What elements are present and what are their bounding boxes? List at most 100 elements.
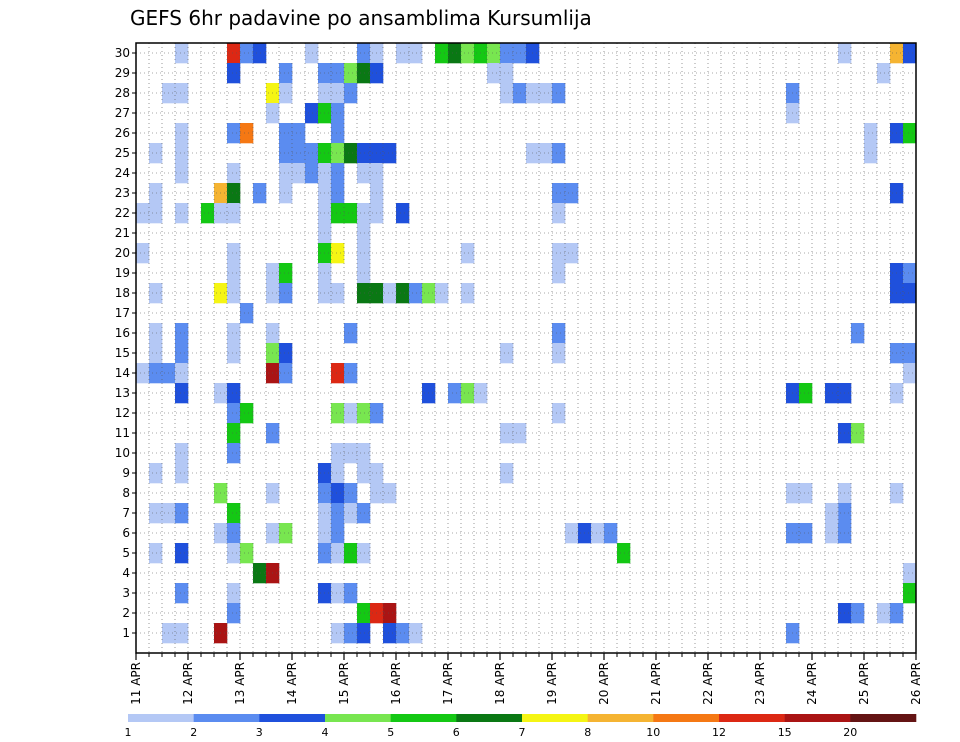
heatmap-cell — [331, 283, 345, 304]
heatmap-cell — [552, 323, 566, 344]
heatmap-cell — [292, 163, 306, 184]
heatmap-cell — [448, 43, 462, 64]
heatmap-cell — [903, 283, 917, 304]
heatmap-cell — [461, 283, 475, 304]
heatmap-cell — [279, 143, 293, 164]
x-tick-label: 23 APR — [753, 662, 767, 705]
heatmap-cell — [357, 243, 371, 264]
heatmap-cell — [552, 203, 566, 224]
x-tick-label: 11 APR — [129, 662, 143, 705]
y-tick-label: 16 — [115, 326, 130, 340]
heatmap-cell — [227, 543, 241, 564]
heatmap-cell — [175, 123, 189, 144]
heatmap-cell — [240, 43, 254, 64]
heatmap-cell — [357, 603, 371, 624]
y-tick-label: 9 — [122, 466, 130, 480]
heatmap-cell — [279, 363, 293, 384]
colorbar-swatch — [587, 714, 654, 722]
heatmap-cell — [383, 603, 397, 624]
heatmap-cell — [396, 43, 410, 64]
heatmap-cell — [825, 523, 839, 544]
heatmap-cell — [799, 523, 813, 544]
heatmap-cell — [149, 183, 163, 204]
colorbar-label: 5 — [387, 726, 394, 739]
x-tick-label: 12 APR — [181, 662, 195, 705]
y-tick-label: 20 — [115, 246, 130, 260]
heatmap-cell — [292, 123, 306, 144]
x-tick-label: 16 APR — [389, 662, 403, 705]
heatmap-cell — [357, 543, 371, 564]
y-tick-label: 18 — [115, 286, 130, 300]
heatmap-cell — [279, 283, 293, 304]
heatmap-cell — [396, 283, 410, 304]
heatmap-cell — [227, 243, 241, 264]
y-tick-label: 1 — [122, 626, 130, 640]
heatmap-cell — [227, 403, 241, 424]
heatmap-cell — [175, 443, 189, 464]
heatmap-cell — [409, 283, 423, 304]
heatmap-cell — [227, 603, 241, 624]
heatmap-cell — [136, 243, 150, 264]
heatmap-cell — [500, 83, 514, 104]
heatmap-cell — [513, 43, 527, 64]
heatmap-cell — [331, 583, 345, 604]
heatmap-cell — [565, 243, 579, 264]
y-tick-label: 22 — [115, 206, 130, 220]
heatmap-cell — [279, 523, 293, 544]
heatmap-cell — [552, 143, 566, 164]
y-tick-label: 12 — [115, 406, 130, 420]
y-tick-label: 13 — [115, 386, 130, 400]
heatmap-cell — [227, 123, 241, 144]
heatmap-cell — [877, 603, 891, 624]
heatmap-cell — [136, 363, 150, 384]
heatmap-cell — [357, 263, 371, 284]
heatmap-cell — [344, 503, 358, 524]
heatmap-cell — [240, 403, 254, 424]
colorbar: 1 2 3 4 5 6 7 8 10 12 15 20 — [125, 714, 917, 739]
heatmap-cell — [552, 263, 566, 284]
heatmap-cell — [799, 483, 813, 504]
heatmap-cell — [565, 523, 579, 544]
colorbar-swatch — [128, 714, 194, 722]
colorbar-label: 8 — [584, 726, 591, 739]
heatmap-cell — [357, 463, 371, 484]
heatmap-cell — [383, 483, 397, 504]
heatmap-cell — [591, 523, 605, 544]
heatmap-cell — [175, 143, 189, 164]
heatmap-cell — [279, 123, 293, 144]
heatmap-cell — [344, 443, 358, 464]
heatmap-cell — [461, 243, 475, 264]
heatmap-cell — [539, 143, 553, 164]
heatmap-cell — [357, 623, 371, 644]
heatmap-cell — [513, 423, 527, 444]
heatmap-cell — [253, 563, 267, 584]
heatmap-cell — [149, 463, 163, 484]
heatmap-cell — [253, 183, 267, 204]
heatmap-cell — [500, 43, 514, 64]
heatmap-cell — [331, 623, 345, 644]
heatmap-cell — [149, 543, 163, 564]
heatmap-cell — [344, 583, 358, 604]
heatmap-cell — [877, 63, 891, 84]
y-axis: 1234567891011121314151617181920212223242… — [115, 46, 136, 640]
y-tick-label: 7 — [122, 506, 130, 520]
colorbar-label: 6 — [453, 726, 460, 739]
colorbar-label: 4 — [322, 726, 329, 739]
heatmap-cell — [344, 323, 358, 344]
colorbar-swatch — [390, 714, 457, 722]
heatmap-cell — [227, 503, 241, 524]
heatmap-cell — [487, 43, 501, 64]
heatmap-cell — [279, 183, 293, 204]
heatmap-cell — [344, 363, 358, 384]
colorbar-swatch — [719, 714, 785, 722]
heatmap-cell — [448, 383, 462, 404]
heatmap-cell — [357, 403, 371, 424]
heatmap-cell — [357, 63, 371, 84]
colorbar-label: 15 — [778, 726, 792, 739]
heatmap-cell — [253, 43, 267, 64]
heatmap-cell — [357, 143, 371, 164]
heatmap-cell — [500, 63, 514, 84]
heatmap-cell — [331, 483, 345, 504]
heatmap-cell — [331, 243, 345, 264]
heatmap-cell — [331, 523, 345, 544]
